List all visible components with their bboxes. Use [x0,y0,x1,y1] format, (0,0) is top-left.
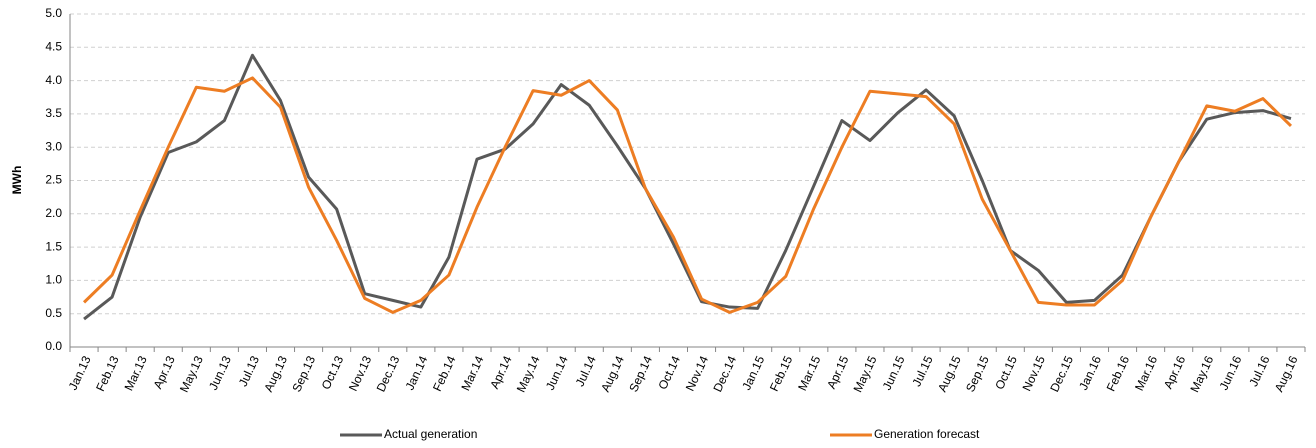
x-tick-label: Nov.14 [683,353,712,393]
x-tick-label: May.15 [851,353,880,394]
x-tick-label: Jun.16 [1217,353,1245,392]
x-tick-label: Jul.15 [909,353,935,388]
x-tick-label: Sep.14 [626,353,655,394]
x-tick-label: Feb.13 [93,353,122,393]
x-tick-label: Mar.15 [795,353,823,392]
series-line [83,53,1292,321]
x-tick-label: Jul.16 [1246,353,1272,388]
x-tick-label: Jul.14 [573,353,599,388]
x-tick-label: May.16 [1187,353,1216,394]
x-tick-label: Mar.14 [458,353,486,392]
y-tick-label: 3.5 [45,106,62,120]
x-tick-label: Aug.14 [598,353,627,394]
x-tick-label: May.14 [514,353,543,394]
legend-label: Generation forecast [874,427,980,441]
x-tick-label: Jan.16 [1076,353,1104,392]
series-line [82,76,1293,314]
x-tick-label: Sep.15 [963,353,992,394]
x-tick-label: Aug.16 [1272,353,1301,394]
y-tick-label: 1.5 [45,239,62,253]
x-tick-label: Dec.14 [710,353,739,394]
x-tick-label: Jan.13 [66,353,94,392]
y-tick-label: 4.0 [45,73,62,87]
x-tick-label: Mar.16 [1132,353,1160,392]
x-tick-label: Jan.15 [739,353,767,392]
x-tick-label: Apr.16 [1161,353,1188,391]
x-tick-label: Apr.13 [150,353,177,391]
x-tick-label: Sep.13 [289,353,318,394]
x-tick-label: Apr.14 [487,353,514,391]
legend-label: Actual generation [384,427,477,441]
x-tick-label: Oct.14 [655,353,683,391]
x-tick-label: Mar.13 [122,353,150,392]
x-tick-label: Aug.15 [935,353,964,394]
y-tick-label: 1.0 [45,273,62,287]
x-tick-label: Nov.15 [1020,353,1049,393]
x-tick-label: Oct.15 [992,353,1020,391]
x-tick-label: Nov.13 [346,353,375,393]
x-tick-label: Feb.15 [767,353,796,393]
y-tick-label: 4.5 [45,39,62,53]
x-tick-label: Oct.13 [319,353,347,391]
x-tick-label: Aug.13 [261,353,290,394]
y-tick-label: 0.0 [45,339,62,353]
y-tick-label: 2.5 [45,173,62,187]
y-tick-label: 2.0 [45,206,62,220]
x-tick-label: Jul.13 [236,353,262,388]
y-tick-label: 5.0 [45,6,62,20]
x-tick-label: Apr.15 [824,353,851,391]
x-tick-label: Feb.14 [430,353,459,393]
x-tick-label: Jun.14 [543,353,571,392]
y-tick-label: 0.5 [45,306,62,320]
x-tick-label: Dec.15 [1047,353,1076,394]
y-tick-label: 3.0 [45,139,62,153]
x-tick-label: May.13 [177,353,206,394]
x-tick-label: Dec.13 [374,353,403,394]
x-tick-label: Feb.16 [1104,353,1133,393]
y-axis-label: MWh [10,166,24,195]
x-tick-label: Jun.13 [206,353,234,392]
x-tick-label: Jun.15 [880,353,908,392]
x-tick-label: Jan.14 [403,353,431,392]
